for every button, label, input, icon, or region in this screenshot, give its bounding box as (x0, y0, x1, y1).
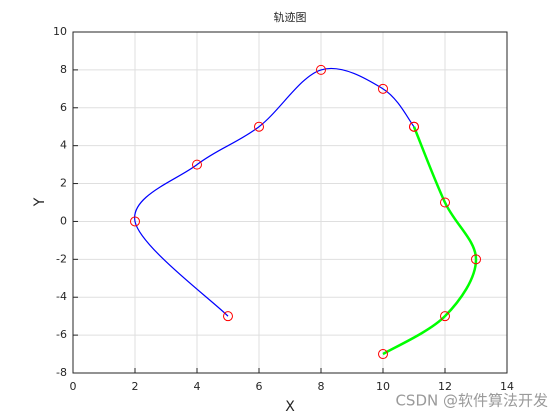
point-marker (192, 159, 202, 170)
point-marker (378, 349, 388, 360)
y-tick-label: -2 (56, 252, 67, 265)
x-tick-label: 8 (318, 380, 325, 393)
y-tick-label: -8 (56, 366, 67, 379)
y-tick-label: -4 (56, 290, 67, 303)
x-tick-label: 10 (376, 380, 390, 393)
y-tick-label: 0 (60, 214, 67, 227)
x-tick-label: 14 (500, 380, 514, 393)
point-marker (316, 64, 326, 75)
x-tick-label: 2 (132, 380, 139, 393)
y-tick-label: -6 (56, 328, 67, 341)
point-marker (440, 311, 450, 322)
point-marker (440, 197, 450, 208)
plot-frame (72, 31, 508, 374)
y-axis-label: Y (32, 197, 48, 207)
x-tick-label: 4 (194, 380, 201, 393)
point-marker (471, 254, 481, 265)
y-tick-label: 4 (60, 139, 67, 152)
y-tick-label: 10 (53, 25, 67, 38)
trajectory-line (134, 67, 415, 317)
x-tick-label: 0 (70, 380, 77, 393)
chart-title: 轨迹图 (274, 10, 307, 24)
watermark: CSDN @软件算法开发 (395, 392, 548, 410)
y-tick-label: 6 (60, 101, 67, 114)
y-tick-label: 8 (60, 63, 67, 76)
point-marker (409, 121, 419, 132)
x-axis-label: X (285, 399, 295, 415)
x-tick-label: 6 (256, 380, 263, 393)
x-tick-label: 12 (438, 380, 452, 393)
trajectory-line (382, 126, 478, 356)
point-marker (223, 311, 233, 322)
y-tick-label: 2 (60, 177, 67, 190)
point-marker (378, 83, 388, 94)
point-marker (130, 216, 140, 227)
point-marker (254, 121, 264, 132)
